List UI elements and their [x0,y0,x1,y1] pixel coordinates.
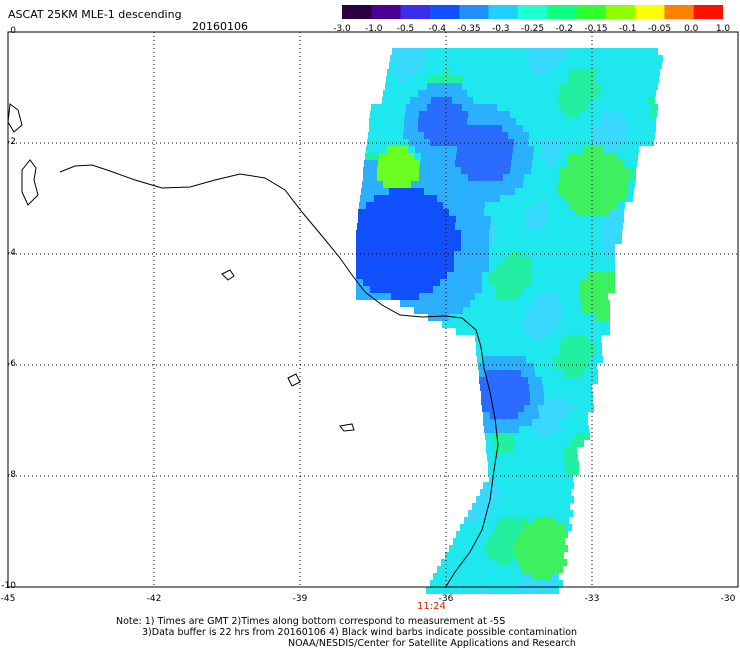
color-scale-labels: -3.0 -1.0 -0.5 -0.4 -0.35 -0.3 -0.25 -0.2 -0.15-… [330,24,730,36]
grid-layer [8,32,738,587]
longitude-label: -45 [0,594,16,604]
latitude-label: -6 [7,359,16,369]
map-frame [7,31,739,588]
color-scale-tick-label: -0.2 [555,24,574,34]
longitude-label: -39 [292,594,308,604]
latitude-label: 0 [10,26,16,36]
color-scale-tick-label: -0.5 [396,24,415,34]
note-line-2: 3)Data buffer is 22 hrs from 20160106 4)… [142,627,578,638]
coastline [59,164,499,589]
latitude-label: -2 [7,137,16,147]
color-scale-segment [342,5,372,19]
swath-layer [356,48,663,594]
color-scale-tick-label: -0.1 [618,24,637,34]
color-scale-segment [517,5,548,19]
latitude-label: -4 [7,248,16,258]
color-scale-segment [693,5,723,19]
product-title: ASCAT 25KM MLE-1 descending [8,8,182,21]
color-scale-tick-label: -0.05 [647,24,672,34]
color-scale-tick-label: -0.4 [428,24,447,34]
latitude-label: -8 [7,470,16,480]
longitude-label: -30 [720,594,736,604]
color-scale-tick-label: -3.0 [333,24,351,34]
color-scale-segment [400,5,431,19]
color-scale-tick-label: -1.0 [364,24,383,34]
measurement-time: 11:24 [417,601,446,612]
color-scale-segment [429,5,460,19]
color-scale-bar [342,5,723,19]
color-scale-segment [635,5,665,19]
longitude-label: -36 [438,594,454,604]
longitude-label: -42 [146,594,162,604]
island-small-2 [287,373,301,387]
color-scale-tick-label: -0.3 [491,24,510,34]
coastline-island-1 [7,103,23,133]
color-scale-tick-label: -0.25 [520,24,545,34]
color-scale-segment [488,5,519,19]
color-scale-tick-label: 0.0 [684,24,699,34]
color-scale-segment [459,5,490,19]
color-scale-segment [664,5,695,19]
longitude-label: -33 [584,594,600,604]
color-scale-segment [576,5,607,19]
color-scale-segment [547,5,577,19]
color-scale-tick-label: -0.15 [584,24,608,34]
note-line-1: Note: 1) Times are GMT 2)Times along bot… [116,616,506,627]
color-scale-tick-label: 1.0 [715,24,731,34]
latitude-label: -10 [1,581,16,591]
product-date: 20160106 [192,20,248,33]
note-line-3: NOAA/NESDIS/Center for Satellite Applica… [288,638,576,649]
color-scale-tick-label: -0.35 [457,24,481,34]
color-scale-segment [605,5,636,19]
coastline-north-island [21,159,39,206]
island-small-1 [221,269,235,281]
island-small-3 [339,423,355,432]
color-scale-segment [371,5,402,19]
